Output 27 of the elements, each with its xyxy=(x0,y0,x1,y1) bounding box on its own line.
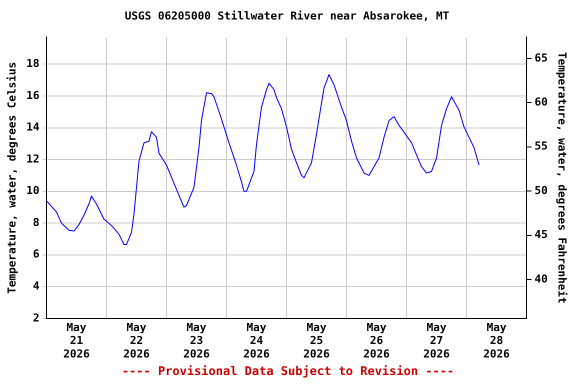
y-tick-label: 6 xyxy=(32,248,40,261)
x-tick-label: May 23 2026 xyxy=(183,320,210,360)
y-tick-label: 16 xyxy=(26,88,40,102)
x-tick-label: May 28 2026 xyxy=(483,320,510,360)
text: ---- Provisional Data Subject to Revision ---- xyxy=(120,364,456,378)
y2-tick-label: 55 xyxy=(534,140,548,153)
x-tick-label: May 21 2026 xyxy=(63,320,90,360)
y2-tick-label: 40 xyxy=(534,272,548,286)
y-tick-label: 14 xyxy=(26,120,40,134)
x-tick-label: May 25 2026 xyxy=(303,320,330,360)
y-tick-label: 18 xyxy=(26,57,40,70)
y2-axis-title: Temperature, water, degrees Fahrenheit xyxy=(556,52,569,304)
y-tick-label: 8 xyxy=(32,216,40,229)
y-tick-label: 4 xyxy=(32,279,40,292)
y2-tick-label: 50 xyxy=(534,184,548,197)
y2-tick-label: 65 xyxy=(534,51,548,64)
x-tick-label: May 22 2026 xyxy=(123,320,150,360)
y-axis-title: Temperature, water, degrees Celsius xyxy=(5,62,18,294)
y2-tick-label: 60 xyxy=(534,95,548,108)
x-tick-label: May 26 2026 xyxy=(363,320,390,360)
y-tick-label: 2 xyxy=(32,311,40,324)
y-tick-label: 10 xyxy=(26,184,40,198)
x-tick-label: May 24 2026 xyxy=(243,320,270,360)
y-tick-label: 12 xyxy=(26,152,40,166)
y2-tick-label: 45 xyxy=(534,228,548,242)
x-tick-label: May 27 2026 xyxy=(423,320,450,360)
chart-title: USGS 06205000 Stillwater River near Absarokee, MT xyxy=(124,9,450,22)
